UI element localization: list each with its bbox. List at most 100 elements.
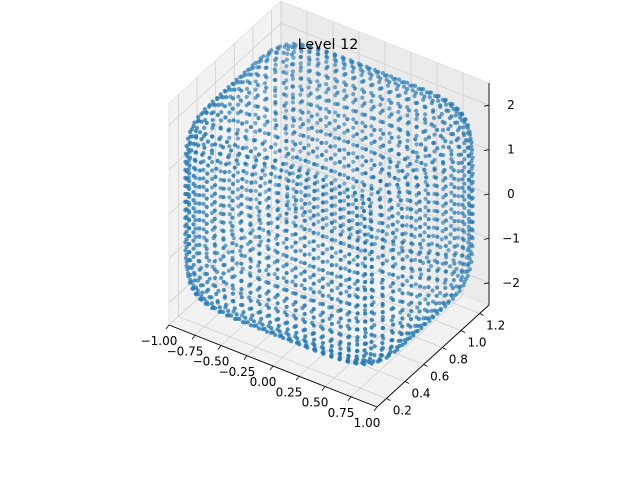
scatter-point — [443, 277, 448, 282]
scatter-point — [342, 130, 347, 135]
scatter-point — [187, 242, 192, 247]
scatter-point — [422, 230, 427, 235]
scatter-point — [266, 289, 271, 294]
scatter-point — [333, 238, 338, 243]
scatter-point — [435, 311, 440, 316]
scatter-point — [462, 181, 467, 186]
scatter-point — [380, 277, 385, 282]
scatter-point — [221, 254, 226, 259]
scatter-point — [230, 106, 235, 111]
scatter-point — [369, 280, 374, 285]
scatter-point — [405, 87, 410, 92]
scatter-point — [187, 194, 192, 199]
scatter-point — [227, 178, 232, 183]
scatter-point — [355, 319, 360, 324]
scatter-point — [192, 157, 197, 162]
scatter-point — [363, 147, 369, 152]
scatter-point — [238, 98, 243, 103]
scatter-point — [315, 146, 320, 151]
scatter-point — [302, 286, 307, 291]
scatter-point — [190, 134, 195, 139]
scatter-point — [395, 182, 400, 187]
scatter-point — [264, 75, 269, 80]
scatter-point — [350, 245, 355, 250]
scatter-point — [217, 151, 222, 156]
scatter-point — [201, 167, 206, 172]
scatter-point — [284, 146, 289, 151]
scatter-point — [408, 161, 413, 167]
scatter-point — [221, 279, 226, 284]
scatter-point — [468, 136, 473, 141]
scatter-point — [316, 219, 321, 224]
scatter-point — [354, 179, 359, 184]
scatter-point — [329, 237, 334, 242]
scatter-point — [435, 192, 440, 197]
scatter-point — [444, 108, 449, 113]
scatter-point — [248, 214, 253, 219]
scatter-point — [466, 153, 471, 158]
scatter-point — [231, 286, 236, 291]
scatter-point — [423, 196, 428, 201]
scatter-point — [204, 110, 209, 115]
scatter-point — [210, 306, 215, 311]
scatter-point — [346, 353, 351, 358]
scatter-point — [219, 94, 224, 100]
scatter-point — [205, 280, 210, 285]
scatter-point — [414, 108, 419, 113]
scatter-point — [442, 167, 447, 173]
scatter-point — [229, 148, 234, 153]
scatter-point — [419, 160, 424, 166]
z-tick-label: 2 — [507, 98, 515, 112]
scatter-point — [467, 245, 472, 250]
scatter-point — [221, 287, 227, 293]
scatter-point — [435, 234, 440, 239]
scatter-point — [199, 119, 204, 124]
scatter-point — [467, 228, 472, 233]
scatter-point — [276, 317, 281, 322]
scatter-point — [372, 322, 377, 328]
scatter-point — [369, 295, 374, 300]
scatter-point — [426, 135, 432, 140]
scatter-point — [320, 234, 325, 239]
scatter-point — [312, 188, 317, 194]
scatter-point — [470, 171, 475, 176]
scatter-point — [284, 296, 289, 301]
scatter-point — [338, 308, 343, 313]
scatter-point — [363, 295, 368, 300]
scatter-point — [227, 144, 232, 149]
scatter-point — [311, 247, 316, 252]
scatter-point — [326, 282, 331, 287]
scatter-point — [253, 60, 258, 66]
scatter-point — [377, 80, 382, 85]
scatter-point — [333, 59, 339, 64]
scatter-point — [416, 316, 422, 322]
scatter-point — [355, 278, 360, 284]
scatter-point — [312, 162, 317, 167]
scatter-point — [320, 340, 325, 346]
scatter-point — [456, 219, 461, 224]
scatter-point — [379, 86, 384, 91]
scatter-point — [446, 127, 451, 132]
scatter-point — [405, 182, 410, 187]
scatter-point — [470, 228, 475, 233]
scatter-point — [275, 135, 280, 140]
scatter-point — [363, 279, 368, 285]
scatter-point — [284, 203, 289, 208]
scatter-point — [449, 293, 454, 298]
scatter-point — [470, 187, 475, 192]
scatter-point — [196, 292, 201, 297]
scatter-point — [372, 127, 377, 133]
y-tick-label: 0.8 — [449, 353, 468, 367]
scatter-point — [346, 348, 351, 353]
scatter-point — [272, 67, 277, 72]
scatter-point — [194, 285, 199, 290]
scatter-point — [452, 202, 457, 207]
scatter-point — [347, 252, 352, 257]
scatter-point — [363, 327, 368, 332]
scatter-point — [191, 165, 197, 170]
scatter-point — [381, 131, 386, 136]
scatter-point — [264, 329, 270, 334]
scatter-point — [397, 140, 402, 145]
scatter-point — [449, 173, 454, 178]
scatter-point — [435, 146, 440, 151]
